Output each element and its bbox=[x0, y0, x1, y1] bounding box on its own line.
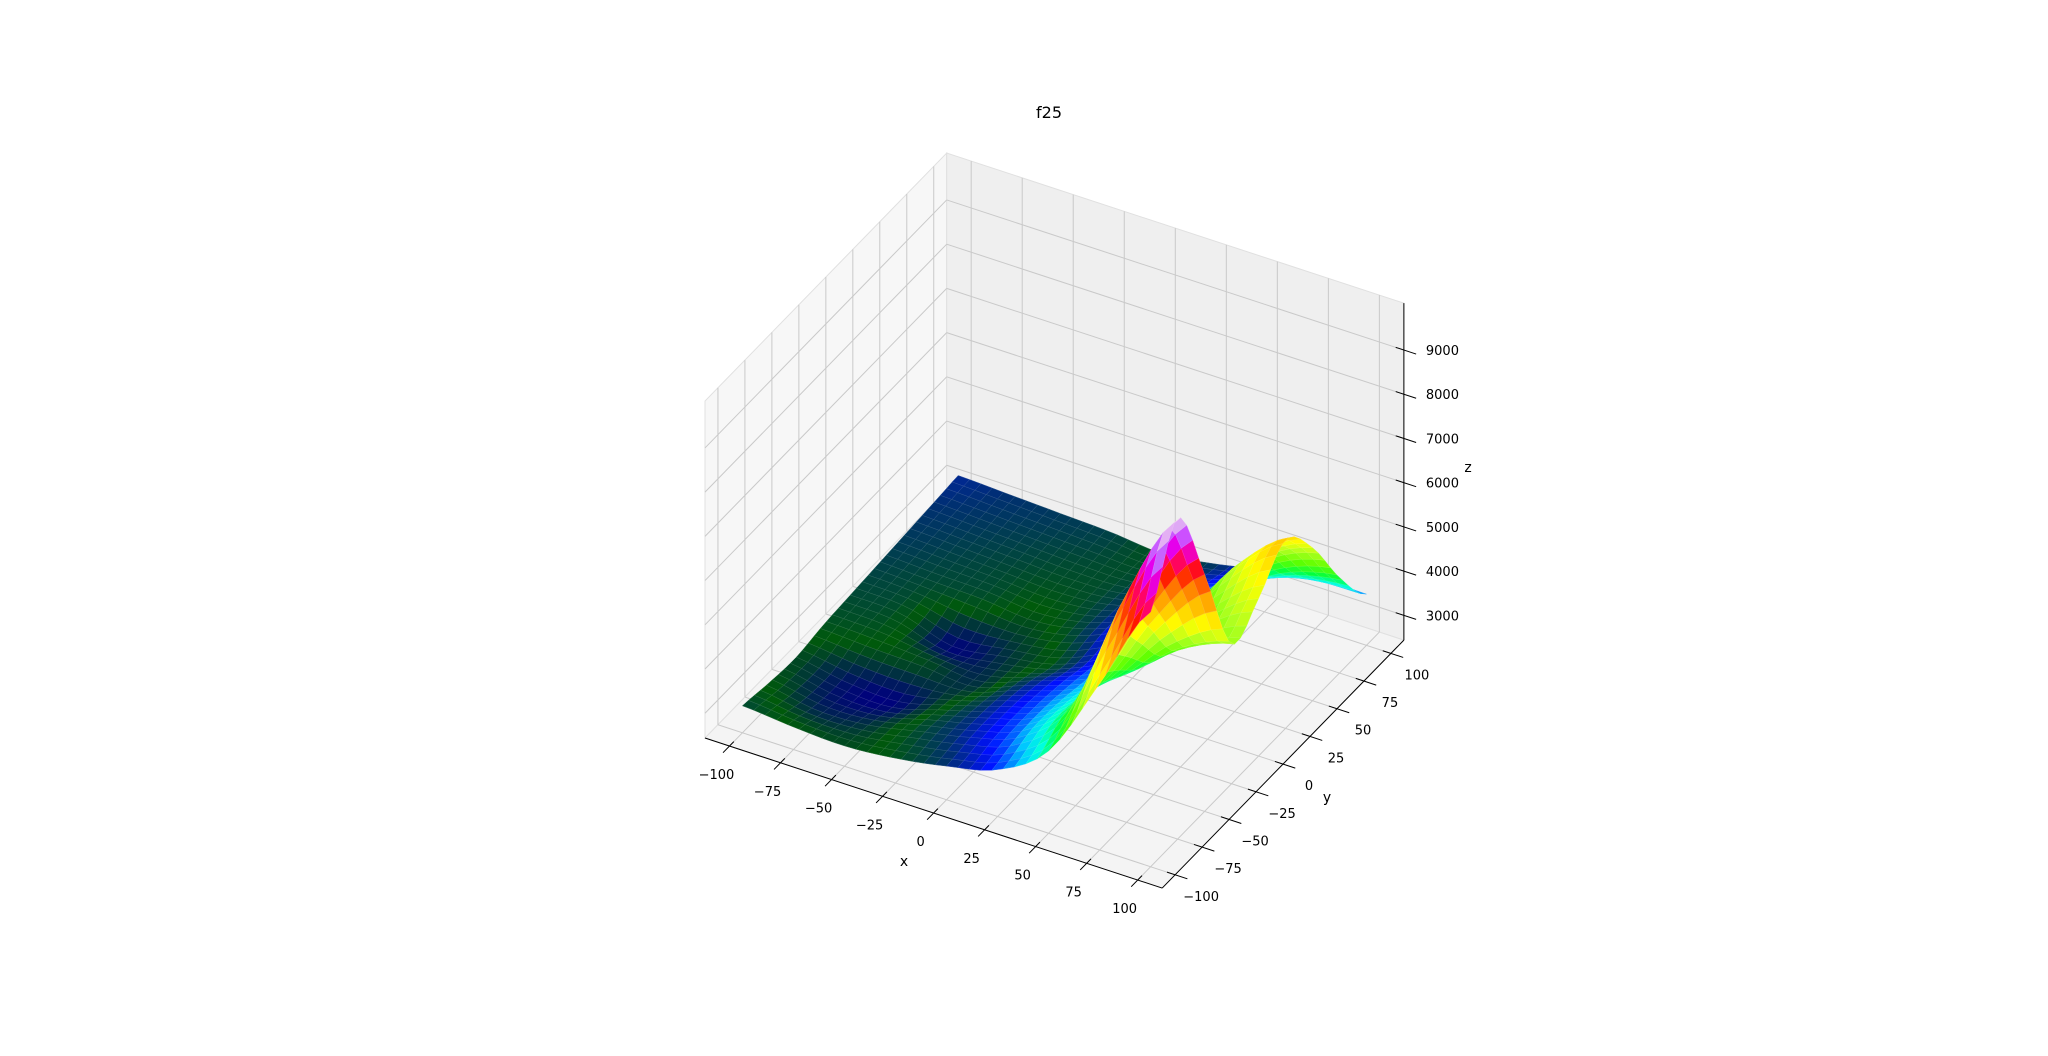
grid-line-z bbox=[946, 199, 1405, 351]
tick-labels: −100−75−50−250255075100−100−75−50−250255… bbox=[699, 344, 1459, 917]
grid-line-z bbox=[704, 243, 948, 493]
grid-line-z bbox=[946, 287, 1405, 439]
z-tick-mark bbox=[1395, 479, 1417, 488]
z-tick-mark bbox=[1395, 346, 1417, 355]
y-tick-label: 0 bbox=[1305, 779, 1313, 794]
x-tick-label: 75 bbox=[1065, 885, 1082, 900]
z-tick-label: 5000 bbox=[1426, 521, 1459, 536]
y-tick-label: 75 bbox=[1382, 696, 1399, 711]
z-tick-mark bbox=[1395, 567, 1417, 576]
x-tick-label: 25 bbox=[963, 852, 980, 867]
y-tick-label: −25 bbox=[1268, 807, 1295, 822]
chart-title: f25 bbox=[1036, 103, 1062, 122]
x-tick-label: −50 bbox=[805, 802, 832, 817]
x-tick-mark bbox=[1028, 841, 1041, 854]
x-tick-mark bbox=[824, 774, 837, 787]
x-tick-mark bbox=[1079, 858, 1092, 871]
x-tick-mark bbox=[875, 791, 888, 804]
grid-line-z bbox=[946, 332, 1405, 484]
x-tick-label: 0 bbox=[916, 835, 924, 850]
y-tick-mark bbox=[1328, 705, 1350, 714]
grid-line-z bbox=[946, 420, 1405, 572]
y-tick-mark bbox=[1355, 677, 1377, 686]
y-tick-mark bbox=[1193, 843, 1215, 852]
grid-line-z bbox=[704, 376, 948, 626]
y-tick-label: −100 bbox=[1183, 890, 1219, 905]
grid-line-z bbox=[946, 376, 1405, 528]
x-tick-mark bbox=[977, 825, 990, 837]
x-tick-mark bbox=[926, 808, 939, 821]
grid-line-z bbox=[704, 464, 948, 714]
x-tick-label: −25 bbox=[856, 818, 883, 833]
x-tick-mark bbox=[722, 741, 735, 754]
y-tick-label: 50 bbox=[1355, 724, 1372, 739]
surface bbox=[742, 475, 1367, 771]
grid-line-z bbox=[704, 199, 948, 449]
x-tick-label: −75 bbox=[754, 785, 781, 800]
x-tick-label: 50 bbox=[1014, 869, 1031, 884]
z-tick-label: 6000 bbox=[1426, 477, 1459, 492]
z-tick-mark bbox=[1395, 391, 1417, 399]
y-tick-mark bbox=[1166, 871, 1188, 880]
grid-line-z bbox=[946, 243, 1405, 395]
z-tick-label: 3000 bbox=[1426, 609, 1459, 624]
y-tick-label: −75 bbox=[1214, 862, 1241, 877]
grid-line-z bbox=[704, 288, 948, 537]
z-tick-label: 7000 bbox=[1426, 432, 1459, 447]
z-tick-mark bbox=[1395, 612, 1417, 620]
y-tick-label: 100 bbox=[1405, 668, 1430, 683]
z-tick-mark bbox=[1395, 523, 1417, 532]
y-tick-mark bbox=[1301, 733, 1323, 741]
y-tick-mark bbox=[1274, 760, 1296, 769]
grid-line-y bbox=[717, 724, 1176, 876]
y-axis-label: y bbox=[1323, 790, 1331, 806]
x-axis-label: x bbox=[900, 854, 908, 870]
z-tick-label: 8000 bbox=[1426, 388, 1459, 403]
z-axis-label: z bbox=[1464, 460, 1471, 476]
y-tick-label: 25 bbox=[1328, 751, 1345, 766]
z-tick-mark bbox=[1395, 435, 1417, 443]
y-tick-label: −50 bbox=[1241, 834, 1268, 849]
x-tick-label: −100 bbox=[699, 768, 735, 783]
y-tick-mark bbox=[1247, 788, 1269, 797]
surface-facet bbox=[1157, 522, 1175, 552]
y-tick-mark bbox=[1220, 816, 1242, 824]
z-tick-label: 4000 bbox=[1426, 565, 1459, 580]
x-tick-mark bbox=[773, 758, 786, 770]
grid-line-z bbox=[704, 332, 948, 581]
x-tick-mark bbox=[1130, 875, 1143, 888]
y-tick-mark bbox=[1382, 650, 1404, 658]
x-tick-label: 100 bbox=[1112, 902, 1137, 917]
z-tick-label: 9000 bbox=[1426, 344, 1459, 359]
grid-line-z bbox=[704, 420, 948, 670]
